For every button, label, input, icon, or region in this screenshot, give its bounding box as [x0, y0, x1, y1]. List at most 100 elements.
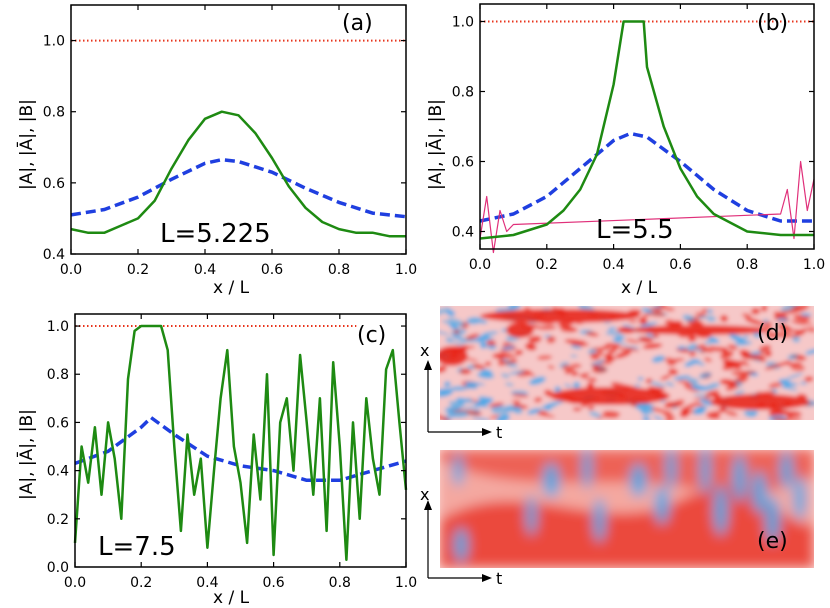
- panel-e-x-arrowhead: [482, 574, 492, 582]
- heatmap-d-streak: [688, 350, 696, 357]
- panel-e-y-arrowhead: [424, 500, 432, 510]
- heatmap-d-streak: [451, 340, 463, 346]
- heatmap-d-streak: [588, 405, 595, 411]
- heatmap-d-streak: [681, 402, 700, 411]
- heatmap-d-streak: [727, 362, 742, 369]
- panel-d: (d) t x: [420, 306, 814, 442]
- panel-b-series-1-line: [479, 131, 814, 223]
- panel-a-annotation: L=5.225: [160, 219, 271, 249]
- heatmap-d-streak: [780, 306, 800, 312]
- heatmap-d-streak: [500, 359, 518, 365]
- heatmap-d-streak: [719, 350, 734, 360]
- panel-c-xtick-label: 0.0: [64, 575, 86, 591]
- heatmap-d-streak: [465, 410, 482, 416]
- heatmap-d-streak: [496, 353, 513, 360]
- heatmap-d-streak: [562, 364, 575, 373]
- heatmap-d-streak: [488, 402, 504, 408]
- heatmap-d-streak: [743, 410, 757, 418]
- panel-c-ytick-label: 0.0: [47, 560, 69, 576]
- heatmap-d-streak: [688, 335, 697, 342]
- heatmap-d-streak: [706, 308, 714, 314]
- panel-c-ytick-label: 0.6: [47, 415, 69, 431]
- heatmap-d-streak: [512, 402, 520, 408]
- heatmap-d-streak: [495, 415, 510, 420]
- heatmap-d-streak: [730, 370, 751, 377]
- panel-c-xlabel: x / L: [213, 588, 250, 608]
- heatmap-e-cold-blob: [593, 497, 606, 543]
- heatmap-d-streak: [501, 345, 516, 351]
- panel-d-x-axis-label: t: [496, 423, 502, 442]
- heatmap-d-streak: [704, 389, 720, 397]
- heatmap-d-streak: [665, 381, 675, 387]
- panel-c-ylabel: |A|, |Ā|, |B|: [15, 409, 37, 500]
- heatmap-d-streak: [614, 350, 632, 359]
- heatmap-d-streak: [489, 415, 500, 419]
- heatmap-d-streak: [777, 324, 792, 331]
- panel-a-xtick-label: 0.0: [60, 262, 82, 278]
- heatmap-d-streak: [804, 376, 814, 382]
- heatmap-d-streak: [768, 407, 783, 417]
- heatmap-d-streak: [642, 408, 655, 415]
- heatmap-d-streak: [459, 345, 476, 350]
- heatmap-d-streak: [684, 361, 693, 366]
- heatmap-d-streak: [591, 360, 606, 366]
- panel-c-xtick-label: 0.4: [196, 575, 218, 591]
- heatmap-d-streak: [690, 358, 705, 366]
- heatmap-d-streak: [791, 331, 806, 338]
- panel-c-xtick-label: 0.2: [130, 575, 152, 591]
- heatmap-d-streak: [679, 408, 697, 413]
- heatmap-d-streak: [477, 372, 495, 379]
- heatmap-d-streak: [653, 415, 664, 420]
- heatmap-d-streak: [642, 416, 651, 420]
- heatmap-e-cold-blob: [525, 494, 537, 536]
- heatmap-d-streak: [687, 377, 699, 385]
- heatmap-d-streak: [638, 317, 648, 325]
- heatmap-d-streak: [440, 388, 453, 394]
- heatmap-d-streak: [612, 335, 625, 342]
- panel-a-label: (a): [342, 11, 373, 36]
- heatmap-d-streak: [805, 348, 814, 355]
- panel-c-ytick-label: 0.2: [47, 512, 69, 528]
- heatmap-d-streak: [663, 403, 683, 409]
- panel-b-frame: [479, 3, 815, 250]
- heatmap-d-streak: [708, 336, 720, 344]
- heatmap-d-streak: [760, 321, 773, 328]
- heatmap-d-streak: [475, 397, 494, 407]
- panel-c: 0.0 0.2 0.4 0.6 0.8 1.0 0.0 0.2 0.4 0.6 0.8 1.0 (c)…: [15, 313, 417, 608]
- heatmap-d-streak: [559, 323, 578, 332]
- heatmap-d-hot-region: [550, 387, 670, 405]
- heatmap-d-streak: [604, 353, 615, 362]
- heatmap-e-cold-blob: [793, 476, 806, 520]
- heatmap-d-streak: [572, 381, 581, 389]
- panel-b-ticks: 0.0 0.2 0.4 0.6 0.8 1.0 0.4 0.6 0.8 1.0: [452, 4, 825, 273]
- heatmap-e-cold-blob: [581, 450, 593, 490]
- heatmap-d-streak: [511, 399, 522, 403]
- panel-b-xtick-label: 0.8: [736, 257, 758, 273]
- heatmap-d-streak: [752, 354, 767, 359]
- heatmap-d-streak: [443, 381, 451, 388]
- heatmap-d-streak: [778, 378, 793, 387]
- panel-b-label: (b): [757, 11, 788, 36]
- panel-c-xtick-label: 0.6: [262, 575, 284, 591]
- heatmap-d-streak: [448, 400, 466, 408]
- heatmap-d-streak: [625, 338, 640, 344]
- heatmap-d-streak: [637, 376, 644, 381]
- heatmap-d-streak: [533, 397, 543, 403]
- heatmap-d-streak: [751, 307, 761, 315]
- heatmap-d-streak: [729, 334, 748, 344]
- panel-e: (e) t x: [420, 450, 814, 588]
- heatmap-d-streak: [642, 343, 663, 349]
- heatmap-d-streak: [706, 315, 716, 322]
- panel-b-ytick-label: 0.4: [452, 225, 474, 241]
- heatmap-d-streak: [546, 336, 556, 344]
- heatmap-d-streak: [508, 370, 526, 375]
- heatmap-d-streak: [464, 405, 479, 410]
- panel-b-annotation: L=5.5: [596, 215, 674, 245]
- heatmap-e-cold-blob: [779, 450, 794, 490]
- heatmap-d-hot-region: [710, 394, 810, 410]
- heatmap-d-streak: [761, 306, 768, 312]
- heatmap-d-streak: [547, 365, 555, 370]
- panel-a-ticks: 0.0 0.2 0.4 0.6 0.8 1.0 0.4 0.6 0.8 1.0: [43, 5, 417, 278]
- heatmap-e-cold-blob: [713, 484, 729, 536]
- heatmap-d-streak: [589, 352, 600, 361]
